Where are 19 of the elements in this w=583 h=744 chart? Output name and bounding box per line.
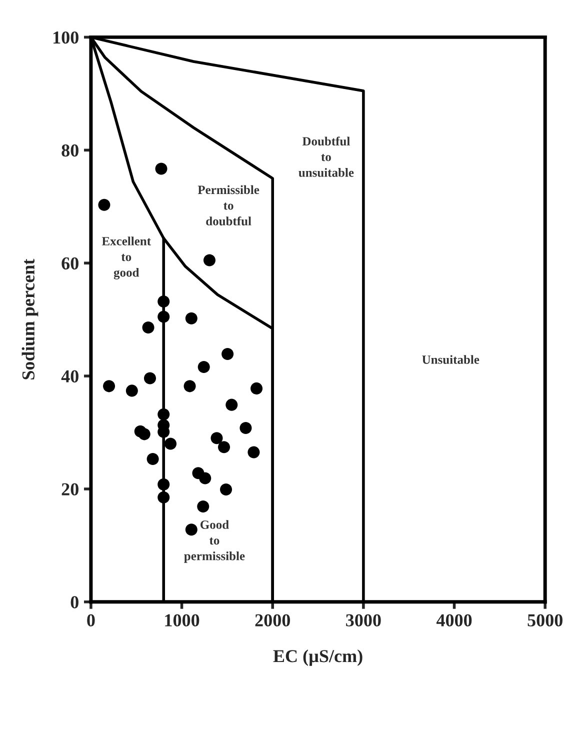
y-axis-title: Sodium percent (22, 258, 38, 380)
y-tick-label: 100 (54, 31, 78, 44)
x-tick-label: 5000 (528, 614, 562, 626)
y-tick-label: 20 (62, 483, 78, 496)
x-tick-label: 2000 (255, 614, 290, 626)
x-tick-label: 3000 (346, 614, 381, 626)
x-tick-label: 1000 (165, 614, 200, 626)
y-tick-label: 80 (62, 144, 78, 157)
annotation: Permissible to doubtful (198, 185, 260, 226)
annotation: Doubtful to unsuitable (298, 136, 354, 177)
y-tick-label: 40 (61, 370, 78, 382)
annotation: Good to permissible (184, 520, 245, 563)
x-axis-title: EC (µS/cm) (273, 650, 362, 666)
x-tick-label: 0 (87, 614, 95, 626)
y-tick-label: 60 (62, 257, 78, 270)
y-tick-label: 0 (70, 596, 78, 608)
annotation: Unsuitable (422, 355, 480, 364)
x-tick-label: 4000 (436, 614, 472, 626)
annotation: Excellent to good (102, 236, 151, 280)
